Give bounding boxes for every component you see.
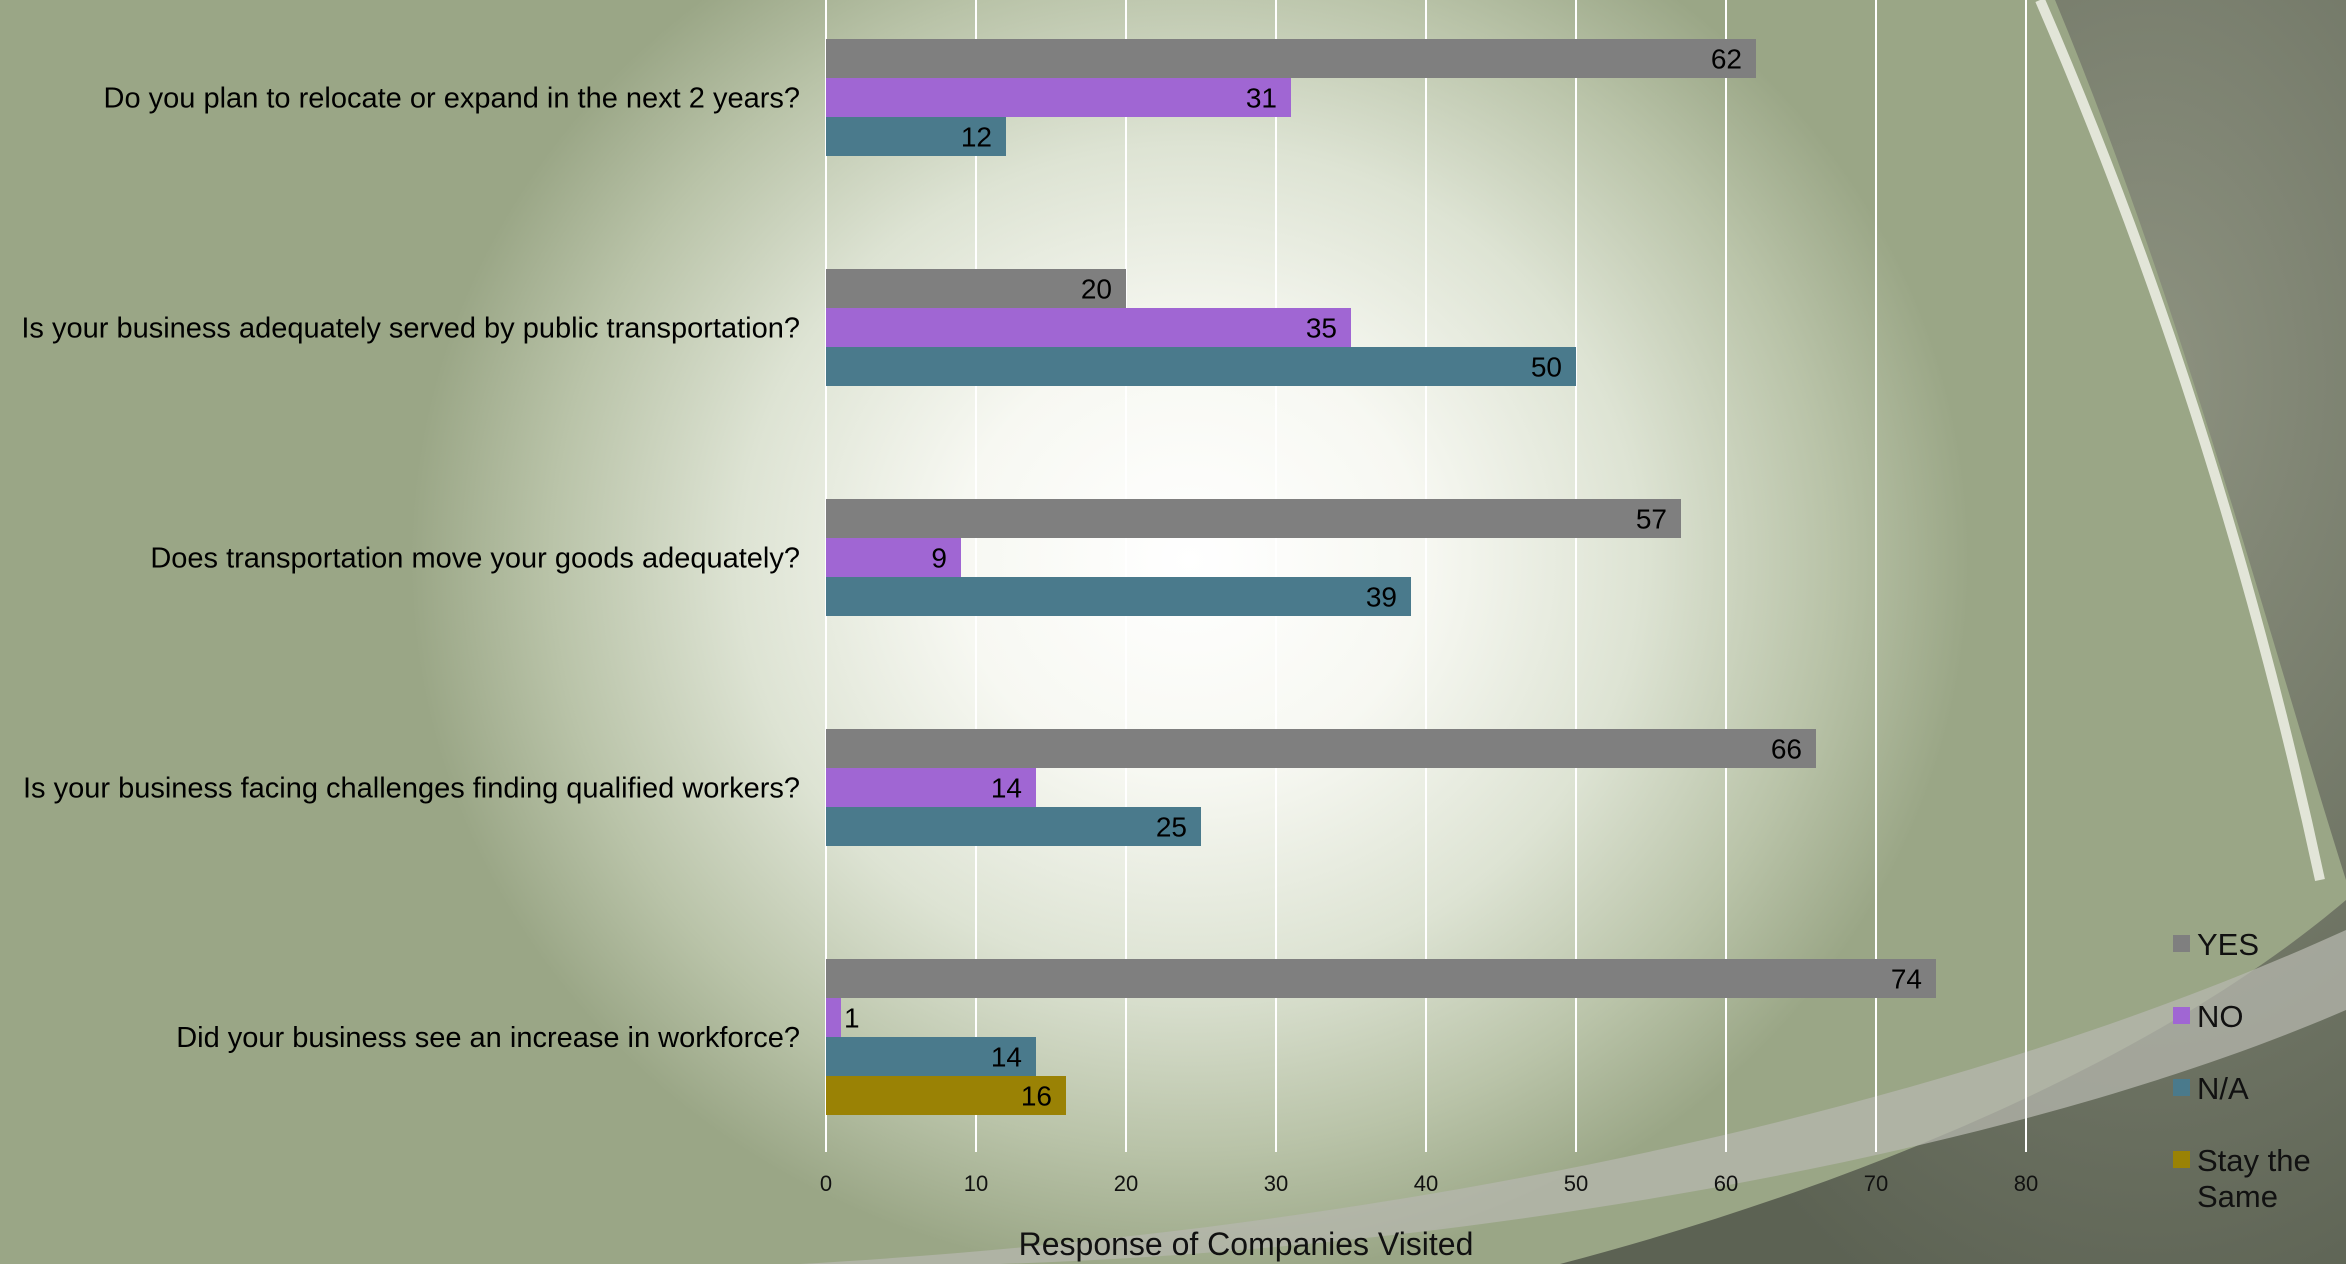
bar-no xyxy=(826,998,841,1037)
legend-label: NO xyxy=(2197,999,2244,1034)
bars xyxy=(826,39,1936,1115)
x-axis-title: Response of Companies Visited xyxy=(1019,1226,1474,1262)
category-label: Is your business facing challenges findi… xyxy=(23,773,800,805)
data-label: 57 xyxy=(1636,504,1667,535)
legend: YES NO N/A Stay the Same xyxy=(2173,927,2311,1214)
category-label: Is your business adequately served by pu… xyxy=(21,313,800,345)
legend-label: Stay the Same xyxy=(2197,1143,2311,1214)
bar-yes xyxy=(826,39,1756,78)
bar-yes xyxy=(826,269,1126,308)
x-tick-label: 70 xyxy=(1864,1171,1888,1196)
category-label: Does transportation move your goods adeq… xyxy=(150,543,800,575)
legend-swatch xyxy=(2173,935,2190,952)
data-label: 39 xyxy=(1366,582,1397,613)
legend-label: N/A xyxy=(2197,1071,2249,1106)
data-label: 1 xyxy=(844,1003,860,1034)
light-arc-stroke xyxy=(2035,0,2325,882)
bar-yes xyxy=(826,499,1681,538)
data-label: 66 xyxy=(1771,734,1802,765)
data-label: 31 xyxy=(1246,83,1277,114)
x-axis-ticks: 0 10 20 30 40 50 60 70 80 xyxy=(820,1171,2038,1196)
category-label: Did your business see an increase in wor… xyxy=(176,1022,800,1054)
x-tick-label: 50 xyxy=(1564,1171,1588,1196)
data-label: 9 xyxy=(931,543,947,574)
bar-yes xyxy=(826,959,1936,998)
bottom-swoosh xyxy=(800,930,2346,1264)
bar-n-a xyxy=(826,347,1576,386)
bar-n-a xyxy=(826,807,1201,846)
legend-swatch xyxy=(2173,1079,2190,1096)
x-tick-label: 10 xyxy=(964,1171,988,1196)
x-tick-label: 0 xyxy=(820,1171,832,1196)
bar-n-a xyxy=(826,1037,1036,1076)
x-tick-label: 40 xyxy=(1414,1171,1438,1196)
data-label: 12 xyxy=(961,122,992,153)
data-label: 20 xyxy=(1081,274,1112,305)
data-label: 35 xyxy=(1306,313,1337,344)
data-label: 14 xyxy=(991,1042,1022,1073)
bar-n-a xyxy=(826,577,1411,616)
x-tick-label: 30 xyxy=(1264,1171,1288,1196)
data-label: 16 xyxy=(1021,1081,1052,1112)
data-label: 62 xyxy=(1711,44,1742,75)
x-tick-label: 60 xyxy=(1714,1171,1738,1196)
bar-no xyxy=(826,538,961,577)
bar-yes xyxy=(826,729,1816,768)
x-tick-label: 80 xyxy=(2014,1171,2038,1196)
category-label: Do you plan to relocate or expand in the… xyxy=(104,83,800,115)
data-label: 25 xyxy=(1156,812,1187,843)
data-label: 14 xyxy=(991,773,1022,804)
bar-no xyxy=(826,78,1291,117)
bar-no xyxy=(826,768,1036,807)
x-tick-label: 20 xyxy=(1114,1171,1138,1196)
data-label: 74 xyxy=(1891,964,1922,995)
data-label: 50 xyxy=(1531,352,1562,383)
legend-label: YES xyxy=(2197,927,2259,962)
legend-swatch xyxy=(2173,1007,2190,1024)
bar-no xyxy=(826,308,1351,347)
bar-n-a xyxy=(826,117,1006,156)
legend-swatch xyxy=(2173,1151,2190,1168)
dark-corner-shape xyxy=(1560,0,2346,1264)
category-labels: Do you plan to relocate or expand in the… xyxy=(21,83,800,1055)
data-labels: 62 31 12 20 35 50 57 9 39 66 14 25 74 1 14 16 xyxy=(844,44,1922,1112)
bar-stay-the-same xyxy=(826,1076,1066,1115)
